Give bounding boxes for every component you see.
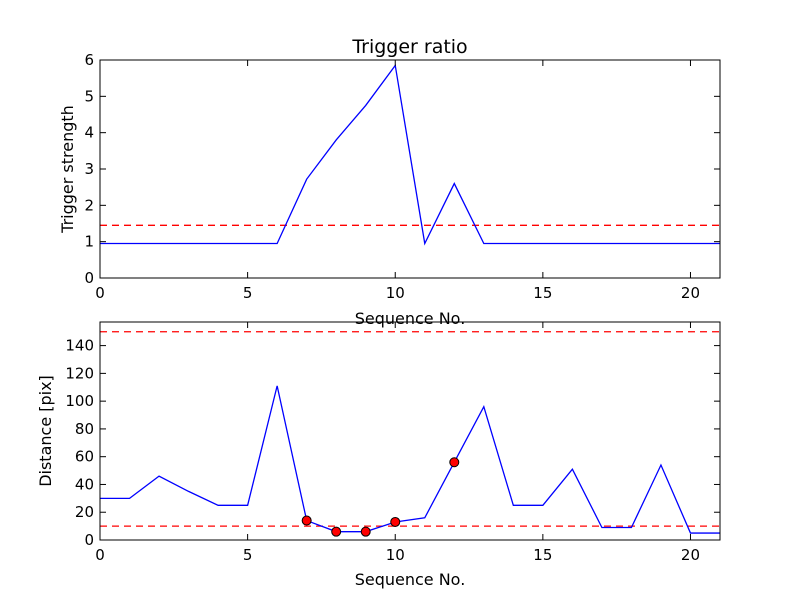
bottom-chart-ytick-label: 20 xyxy=(75,503,94,521)
bottom-chart-xtick-label: 10 xyxy=(386,546,405,564)
top-chart-ytick-label: 5 xyxy=(84,87,94,105)
bottom-chart-data-point xyxy=(360,526,371,537)
bottom-chart-xtick-label: 5 xyxy=(243,546,253,564)
bottom-chart-xtick-label: 20 xyxy=(681,546,700,564)
top-chart-axes-frame xyxy=(99,59,721,279)
top-chart-xtick-label: 10 xyxy=(386,284,405,302)
bottom-chart-data-point xyxy=(449,457,460,468)
bottom-chart-series-line xyxy=(100,385,720,534)
bottom-chart-ytick-label: 120 xyxy=(65,364,94,382)
bottom-chart: Sequence No. Distance [pix] xyxy=(36,375,465,589)
top-chart-series-line xyxy=(100,63,720,246)
top-chart-xtick-label: 0 xyxy=(95,284,105,302)
top-chart-xtick-label: 5 xyxy=(243,284,253,302)
bottom-chart-ytick-label: 60 xyxy=(75,448,94,466)
bottom-chart-ytick-label: 0 xyxy=(84,531,94,549)
top-chart-ytick-label: 2 xyxy=(84,196,94,214)
bottom-chart-data-point xyxy=(301,515,312,526)
bottom-chart-data-point xyxy=(331,526,342,537)
bottom-chart-xlabel: Sequence No. xyxy=(355,570,466,589)
top-chart-ytick-label: 0 xyxy=(84,269,94,287)
top-chart-plot: 0 5 10 15 20 0 1 2 3 4 5 6 xyxy=(84,51,721,302)
top-chart-ytick-label: 3 xyxy=(84,160,94,178)
bottom-chart-ytick-label: 80 xyxy=(75,420,94,438)
top-chart-ytick-label: 6 xyxy=(84,51,94,69)
bottom-chart-xtick-label: 0 xyxy=(95,546,105,564)
top-chart: Trigger ratio Sequence No. Trigger stren… xyxy=(58,36,468,328)
bottom-chart-ytick-label: 140 xyxy=(65,337,94,355)
bottom-chart-axes-frame xyxy=(99,321,721,541)
top-chart-ylabel: Trigger strength xyxy=(58,105,77,234)
bottom-chart-data-point xyxy=(390,516,401,527)
bottom-chart-ytick-label: 100 xyxy=(65,392,94,410)
bottom-chart-ytick-label: 40 xyxy=(75,475,94,493)
bottom-chart-ylabel: Distance [pix] xyxy=(36,375,55,487)
top-chart-ytick-label: 4 xyxy=(84,124,94,142)
top-chart-xtick-label: 20 xyxy=(681,284,700,302)
top-chart-ytick-label: 1 xyxy=(84,233,94,251)
top-chart-title: Trigger ratio xyxy=(351,36,467,58)
bottom-chart-plot: 0 5 10 15 20 0 20 40 60 80 100 120 140 xyxy=(65,321,721,564)
top-chart-xtick-label: 15 xyxy=(533,284,552,302)
top-chart-xlabel: Sequence No. xyxy=(355,309,466,328)
bottom-chart-xtick-label: 15 xyxy=(533,546,552,564)
